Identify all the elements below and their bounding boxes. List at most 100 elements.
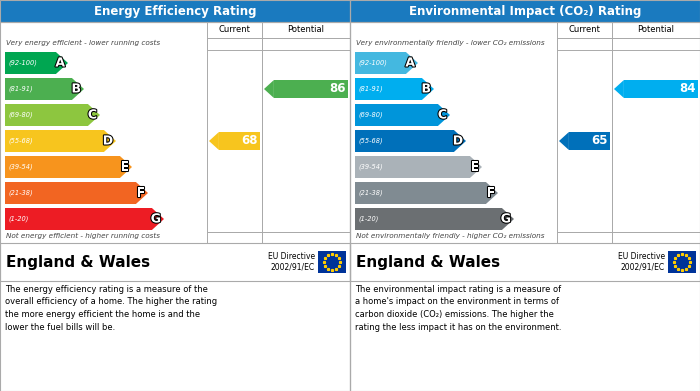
Polygon shape bbox=[88, 104, 100, 126]
Text: E: E bbox=[120, 160, 129, 174]
Bar bbox=[318, 251, 346, 273]
Bar bbox=[5, 156, 120, 178]
Text: Current: Current bbox=[568, 25, 601, 34]
Text: B: B bbox=[71, 83, 81, 95]
Bar bbox=[262, 232, 350, 243]
Bar bbox=[355, 182, 486, 204]
Bar bbox=[207, 22, 262, 38]
Text: G: G bbox=[500, 212, 511, 226]
Bar bbox=[557, 38, 612, 232]
Bar bbox=[5, 130, 104, 152]
Bar bbox=[355, 208, 502, 230]
Polygon shape bbox=[454, 130, 466, 152]
Bar bbox=[557, 232, 612, 243]
Text: (39-54): (39-54) bbox=[358, 164, 383, 170]
Text: 86: 86 bbox=[330, 83, 346, 95]
Text: EU Directive
2002/91/EC: EU Directive 2002/91/EC bbox=[268, 252, 315, 272]
Text: 65: 65 bbox=[592, 135, 608, 147]
Bar bbox=[5, 182, 136, 204]
Polygon shape bbox=[559, 132, 569, 150]
Text: (1-20): (1-20) bbox=[8, 216, 29, 222]
Text: D: D bbox=[453, 135, 463, 147]
Text: C: C bbox=[88, 108, 97, 122]
Bar bbox=[207, 232, 262, 243]
Text: The environmental impact rating is a measure of
a home's impact on the environme: The environmental impact rating is a mea… bbox=[355, 285, 561, 332]
Text: A: A bbox=[405, 57, 415, 70]
Text: (81-91): (81-91) bbox=[358, 86, 383, 92]
Polygon shape bbox=[264, 80, 274, 98]
Text: E: E bbox=[470, 160, 479, 174]
Text: C: C bbox=[438, 108, 447, 122]
Text: (92-100): (92-100) bbox=[8, 60, 37, 66]
Text: EU Directive
2002/91/EC: EU Directive 2002/91/EC bbox=[618, 252, 665, 272]
Polygon shape bbox=[56, 52, 68, 74]
Text: Energy Efficiency Rating: Energy Efficiency Rating bbox=[94, 5, 256, 18]
Bar bbox=[569, 132, 610, 150]
Text: Current: Current bbox=[218, 25, 251, 34]
Bar bbox=[355, 130, 454, 152]
Bar bbox=[355, 156, 470, 178]
Text: F: F bbox=[486, 187, 495, 199]
Bar bbox=[612, 232, 700, 243]
Bar bbox=[274, 80, 348, 98]
Bar bbox=[624, 80, 698, 98]
Bar bbox=[5, 52, 56, 74]
Bar bbox=[612, 22, 700, 38]
Bar bbox=[612, 38, 700, 232]
Bar bbox=[262, 38, 350, 232]
Polygon shape bbox=[438, 104, 450, 126]
Bar bbox=[0, 243, 350, 281]
Bar bbox=[355, 104, 438, 126]
Bar bbox=[0, 22, 350, 391]
Text: B: B bbox=[421, 83, 431, 95]
Text: Very energy efficient - lower running costs: Very energy efficient - lower running co… bbox=[6, 40, 160, 46]
Text: (69-80): (69-80) bbox=[358, 112, 383, 118]
Text: (55-68): (55-68) bbox=[8, 138, 33, 144]
Text: Potential: Potential bbox=[288, 25, 325, 34]
Text: (1-20): (1-20) bbox=[358, 216, 379, 222]
Bar bbox=[0, 0, 350, 22]
Text: England & Wales: England & Wales bbox=[356, 255, 500, 269]
Bar bbox=[612, 38, 700, 50]
Text: 84: 84 bbox=[680, 83, 696, 95]
Bar bbox=[5, 78, 72, 100]
Bar bbox=[350, 22, 700, 391]
Text: England & Wales: England & Wales bbox=[6, 255, 150, 269]
Bar bbox=[557, 38, 612, 50]
Polygon shape bbox=[470, 156, 482, 178]
Polygon shape bbox=[104, 130, 116, 152]
Bar bbox=[557, 22, 612, 38]
Text: (81-91): (81-91) bbox=[8, 86, 33, 92]
Bar bbox=[355, 52, 406, 74]
Bar bbox=[207, 38, 262, 232]
Text: Not energy efficient - higher running costs: Not energy efficient - higher running co… bbox=[6, 233, 160, 239]
Polygon shape bbox=[614, 80, 624, 98]
Text: Not environmentally friendly - higher CO₂ emissions: Not environmentally friendly - higher CO… bbox=[356, 233, 545, 239]
Polygon shape bbox=[72, 78, 84, 100]
Polygon shape bbox=[209, 132, 219, 150]
Polygon shape bbox=[120, 156, 132, 178]
Text: (69-80): (69-80) bbox=[8, 112, 33, 118]
Polygon shape bbox=[422, 78, 434, 100]
Text: G: G bbox=[150, 212, 161, 226]
Text: Very environmentally friendly - lower CO₂ emissions: Very environmentally friendly - lower CO… bbox=[356, 40, 545, 46]
Polygon shape bbox=[406, 52, 418, 74]
Bar bbox=[350, 243, 700, 281]
Text: 68: 68 bbox=[241, 135, 258, 147]
Polygon shape bbox=[152, 208, 164, 230]
Bar bbox=[5, 104, 88, 126]
Bar bbox=[350, 0, 700, 22]
Text: (21-38): (21-38) bbox=[358, 190, 383, 196]
Bar bbox=[262, 38, 350, 50]
Bar bbox=[207, 38, 262, 50]
Text: Environmental Impact (CO₂) Rating: Environmental Impact (CO₂) Rating bbox=[409, 5, 641, 18]
Text: (92-100): (92-100) bbox=[358, 60, 387, 66]
Polygon shape bbox=[502, 208, 514, 230]
Bar bbox=[0, 0, 350, 22]
Text: (55-68): (55-68) bbox=[358, 138, 383, 144]
Text: A: A bbox=[55, 57, 65, 70]
Bar bbox=[5, 208, 152, 230]
Polygon shape bbox=[136, 182, 148, 204]
Bar bbox=[262, 22, 350, 38]
Text: F: F bbox=[136, 187, 145, 199]
